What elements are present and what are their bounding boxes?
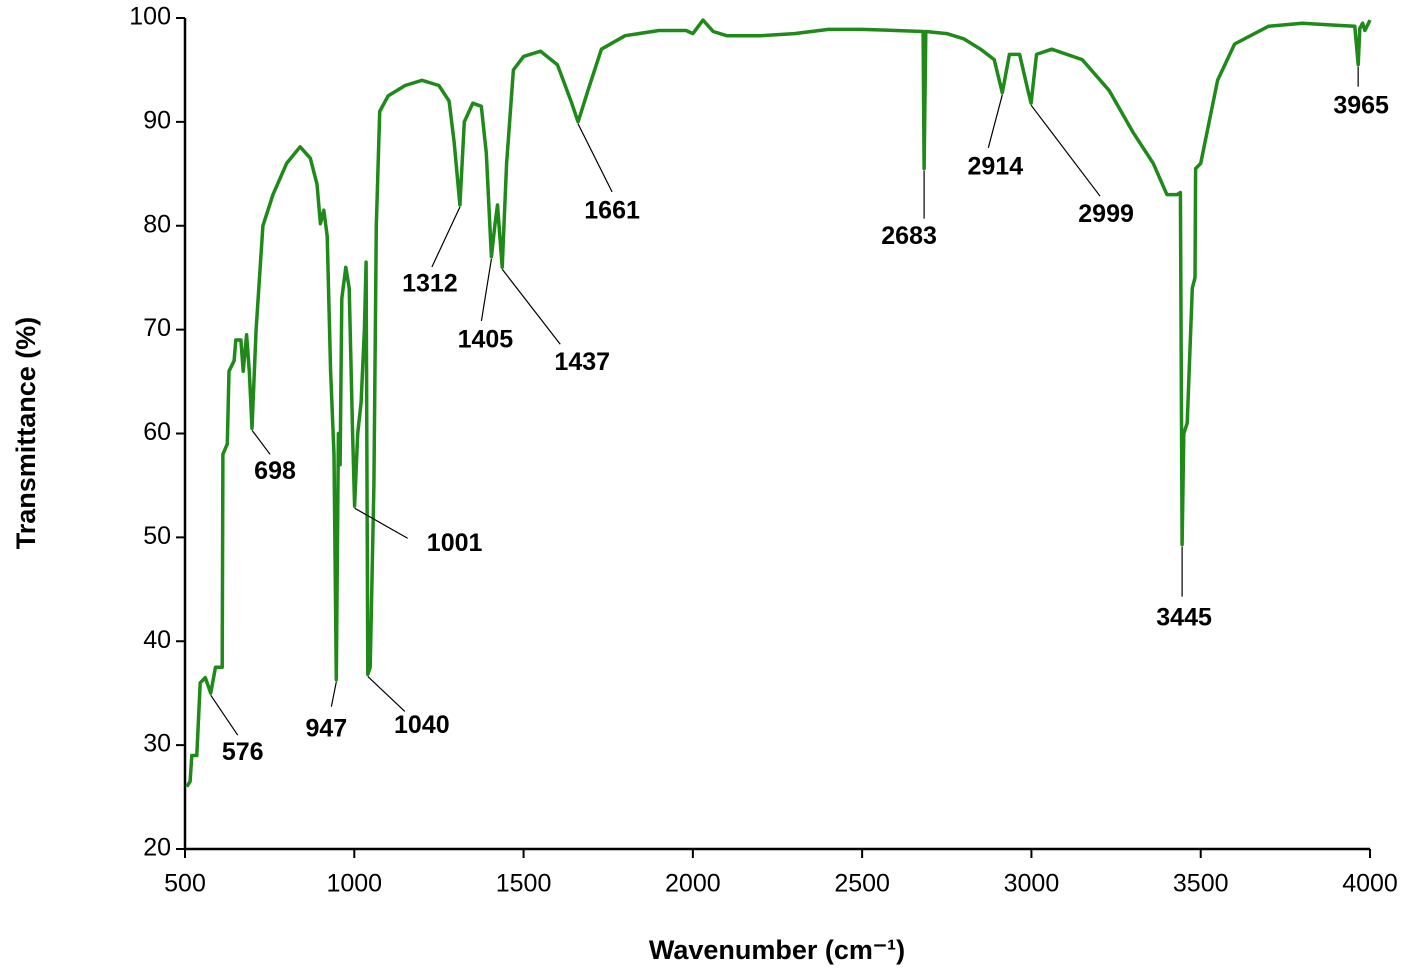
annotation-leader <box>987 94 1003 148</box>
peak-label: 3445 <box>1156 603 1212 631</box>
annotation-leader <box>577 123 613 193</box>
peak-label: 1312 <box>402 270 458 298</box>
spectrum-line <box>185 18 1372 788</box>
y-tick-label: 50 <box>143 522 171 550</box>
x-tick-label: 4000 <box>1342 870 1398 898</box>
peak-label: 1405 <box>458 326 514 354</box>
annotation-leader <box>501 268 561 345</box>
y-tick-label: 70 <box>143 314 171 342</box>
peak-label: 3965 <box>1333 91 1389 119</box>
y-tick-label: 100 <box>129 3 171 31</box>
y-tick-label: 20 <box>143 834 171 862</box>
peak-label: 698 <box>254 457 296 485</box>
annotation-leader <box>431 206 461 268</box>
x-tick-label: 2500 <box>834 870 890 898</box>
y-tick-label: 30 <box>143 730 171 758</box>
x-tick-label: 1500 <box>496 870 552 898</box>
peak-label: 1001 <box>427 529 483 557</box>
annotation-leader <box>251 429 271 455</box>
peak-label: 1040 <box>394 711 450 739</box>
peak-label: 2683 <box>881 222 937 250</box>
peak-label: 947 <box>305 714 347 742</box>
y-tick-label: 90 <box>143 106 171 134</box>
y-tick-label: 40 <box>143 626 171 654</box>
x-tick-label: 500 <box>164 870 206 898</box>
peak-label: 1437 <box>554 348 610 376</box>
x-axis-label: Wavenumber (cm⁻¹) <box>649 935 905 965</box>
y-tick-label: 80 <box>143 210 171 238</box>
x-tick-label: 2000 <box>665 870 721 898</box>
x-tick-label: 3500 <box>1173 870 1229 898</box>
annotation-leader <box>330 681 337 707</box>
peak-label: 1661 <box>584 196 640 224</box>
peak-label: 2914 <box>967 152 1023 180</box>
annotation-leader <box>1030 104 1101 197</box>
peak-label: 576 <box>222 738 264 766</box>
peak-label: 2999 <box>1078 200 1134 228</box>
y-axis-label: Transmittance (%) <box>11 317 41 550</box>
annotation-leader <box>210 694 239 736</box>
annotation-leader <box>480 258 492 322</box>
x-tick-label: 3000 <box>1004 870 1060 898</box>
x-tick-label: 1000 <box>326 870 382 898</box>
annotation-leader <box>367 676 406 712</box>
y-tick-label: 60 <box>143 418 171 446</box>
annotation-leader <box>354 507 408 539</box>
